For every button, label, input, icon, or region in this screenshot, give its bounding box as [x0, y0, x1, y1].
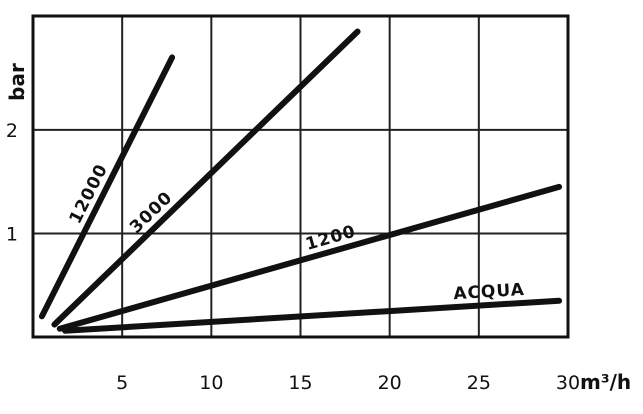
- y-axis-label: bar: [5, 63, 29, 101]
- series-label: ACQUA: [453, 280, 526, 304]
- x-tick-label: 5: [116, 372, 128, 394]
- grid: [33, 16, 568, 337]
- x-axis-label: m³/h: [580, 370, 631, 394]
- series-line-acqua: [62, 297, 563, 334]
- x-tick-label: 30: [556, 372, 580, 394]
- series-line-12000: [38, 54, 176, 320]
- x-tick-label: 10: [199, 372, 223, 394]
- plot-frame: [31, 14, 570, 339]
- tick-labels: 5 10 15 20 25 30 1 2: [6, 120, 580, 394]
- y-tick-label: 1: [6, 223, 18, 245]
- series-line-3000: [51, 28, 361, 328]
- x-tick-label: 20: [378, 372, 402, 394]
- series-line-1200: [56, 183, 563, 332]
- series-lines: [38, 28, 563, 334]
- x-tick-label: 15: [288, 372, 312, 394]
- x-tick-label: 25: [467, 372, 491, 394]
- y-tick-label: 2: [6, 120, 18, 142]
